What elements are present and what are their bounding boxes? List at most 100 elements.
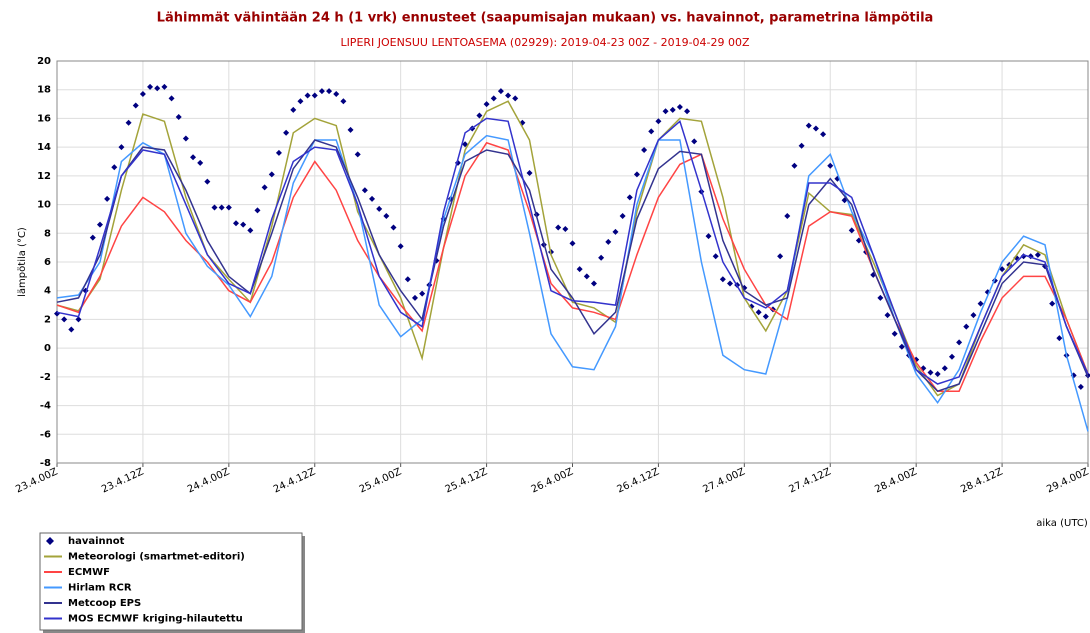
observation-point: [619, 213, 626, 220]
observation-point: [383, 213, 390, 220]
observation-point: [175, 113, 182, 120]
chart-title: Lähimmät vähintään 24 h (1 vrk) ennustee…: [157, 11, 934, 26]
observation-point: [125, 119, 132, 126]
x-tick-label: 23.4.12Z: [100, 466, 146, 495]
observation-point: [999, 266, 1006, 273]
observation-point: [161, 83, 168, 90]
observation-point: [275, 149, 282, 156]
observation-point: [318, 88, 325, 95]
observation-point: [261, 184, 268, 191]
observation-point: [232, 220, 239, 227]
observation-point: [225, 204, 232, 211]
observation-point: [204, 178, 211, 185]
observation-point: [719, 276, 726, 283]
observation-point: [684, 108, 691, 115]
observation-point: [691, 138, 698, 145]
observation-point: [182, 135, 189, 142]
observation-point: [419, 290, 426, 297]
plot-frame: [56, 60, 1089, 464]
observation-point: [490, 95, 497, 102]
x-tick-label: 25.4.12Z: [444, 466, 490, 495]
observation-point: [963, 323, 970, 330]
x-axis-label: aika (UTC): [1036, 518, 1088, 529]
x-tick-label: 23.4.00Z: [14, 466, 60, 495]
observation-point: [812, 125, 819, 132]
legend-label: Hirlam RCR: [68, 583, 132, 594]
observation-point: [555, 224, 562, 231]
observation-point: [96, 221, 103, 228]
observation-point: [891, 330, 898, 337]
x-tick-label: 28.4.12Z: [959, 466, 1005, 495]
observation-point: [304, 92, 311, 99]
y-tick-label: 0: [44, 343, 51, 354]
observation-point: [361, 187, 368, 194]
chart-subtitle: LIPERI JOENSUU LENTOASEMA (02929): 2019-…: [340, 36, 750, 49]
observation-point: [784, 213, 791, 220]
observation-point: [590, 280, 597, 287]
observation-point: [605, 238, 612, 245]
observation-point: [118, 144, 125, 151]
observation-point: [662, 108, 669, 115]
observation-point: [526, 169, 533, 176]
legend-label: MOS ECMWF kriging-hilautettu: [68, 614, 243, 625]
observation-point: [411, 294, 418, 301]
series-line: [56, 100, 1089, 397]
y-tick-label: 4: [44, 286, 51, 297]
observation-point: [111, 164, 118, 171]
observation-point: [956, 339, 963, 346]
observation-point: [505, 92, 512, 99]
legend-marker: [46, 537, 54, 545]
x-tick-label: 27.4.00Z: [701, 466, 747, 495]
legend-label: havainnot: [68, 536, 125, 547]
observation-point: [941, 365, 948, 372]
observation-point: [333, 91, 340, 98]
observation-point: [1049, 300, 1056, 307]
x-tick-label: 25.4.00Z: [358, 466, 404, 495]
legend-label: ECMWF: [68, 567, 110, 578]
observation-point: [476, 112, 483, 119]
observation-point: [54, 310, 60, 317]
observation-point: [290, 106, 297, 113]
x-tick-label: 24.4.00Z: [186, 466, 232, 495]
observation-point: [898, 343, 905, 350]
y-tick-label: 14: [37, 142, 51, 153]
observation-point: [884, 312, 891, 319]
x-tick-label: 26.4.12Z: [615, 466, 661, 495]
y-tick-label: 2: [44, 314, 51, 325]
observation-point: [268, 171, 275, 178]
y-tick-label: 20: [37, 56, 51, 67]
observation-point: [612, 228, 619, 235]
observation-point: [89, 234, 96, 241]
observation-point: [340, 98, 347, 105]
y-tick-label: 6: [44, 257, 51, 268]
observation-point: [598, 254, 605, 261]
observation-point: [569, 240, 576, 247]
observation-point: [705, 233, 712, 240]
observation-point: [397, 243, 404, 250]
observation-point: [297, 98, 304, 105]
y-tick-label: -6: [40, 429, 51, 440]
x-tick-label: 29.4.00Z: [1045, 466, 1090, 495]
observation-point: [655, 118, 662, 125]
observation-point: [132, 102, 139, 109]
observation-point: [247, 227, 254, 234]
y-tick-label: 18: [37, 85, 51, 96]
observation-point: [376, 205, 383, 212]
observation-point: [848, 227, 855, 234]
observation-point: [254, 207, 261, 214]
observation-point: [583, 273, 590, 280]
x-tick-label: 26.4.00Z: [530, 466, 576, 495]
observation-point: [168, 95, 175, 102]
observation-point: [404, 276, 411, 283]
observation-point: [1077, 383, 1084, 390]
observation-point: [762, 313, 769, 320]
observation-point: [197, 159, 204, 166]
y-tick-label: -8: [40, 458, 51, 469]
observation-point: [347, 126, 354, 133]
observation-point: [61, 316, 68, 323]
observation-point: [147, 83, 154, 90]
observation-point: [576, 266, 583, 273]
observation-point: [820, 131, 827, 138]
y-tick-label: -2: [40, 372, 51, 383]
